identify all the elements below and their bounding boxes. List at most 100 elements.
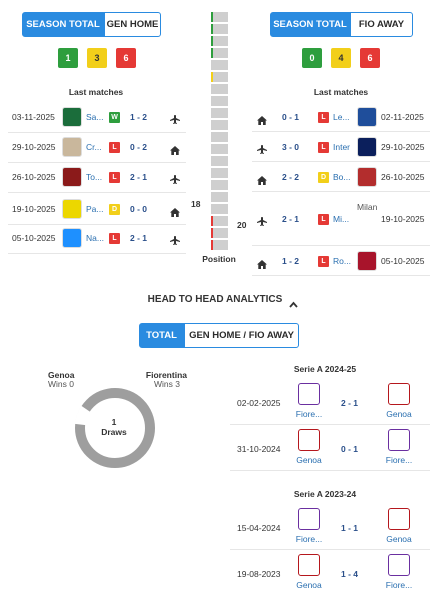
team-name: Cr... (86, 142, 102, 152)
row-separator (230, 470, 430, 471)
position-slot (211, 204, 228, 214)
away-icon (257, 145, 267, 154)
venue-icon (170, 172, 180, 190)
match-date: 02-02-2025 (237, 398, 281, 408)
venue-icon (170, 112, 180, 130)
score: 2 - 1 (341, 398, 359, 408)
position-slot (211, 144, 228, 154)
score: 2 - 2 (282, 172, 300, 182)
form-count: 6 (116, 48, 136, 68)
away-team: Genoa (386, 534, 412, 544)
row-separator (8, 132, 186, 133)
home-team: Genoa (296, 455, 322, 465)
section-title: Last matches (313, 87, 369, 97)
result: D (109, 204, 120, 215)
result: L (318, 256, 329, 267)
match-date: 19-08-2023 (237, 569, 281, 579)
match-date: 26-10-2025 (12, 172, 56, 182)
team-logo (357, 251, 377, 271)
home-team: Fiore... (295, 534, 323, 544)
venue-icon (257, 112, 267, 130)
match-date: 05-10-2025 (381, 256, 425, 266)
team-logo (62, 199, 82, 219)
draws-count: 1 (111, 417, 117, 427)
score: 2 - 1 (282, 214, 300, 224)
form-count: 6 (360, 48, 380, 68)
match-date: 03-11-2025 (12, 112, 55, 122)
form-count: 0 (302, 48, 322, 68)
team-name: Sa... (86, 112, 104, 122)
row-separator (252, 275, 430, 276)
home-icon (257, 176, 267, 185)
h2h-home-wins: Wins 0 (48, 379, 74, 389)
team-name: Bo... (333, 172, 351, 182)
result: L (318, 214, 329, 225)
team-logo (357, 137, 377, 157)
position-slot (211, 216, 228, 226)
team-name: Le... (333, 112, 350, 122)
result: L (318, 142, 329, 153)
tab[interactable]: TOTAL (139, 323, 184, 348)
result: L (109, 142, 120, 153)
venue-icon (170, 142, 180, 160)
tab[interactable]: FIO AWAY (350, 12, 413, 37)
away-icon (170, 175, 180, 184)
position-slot (211, 48, 228, 58)
collapse-icon[interactable] (289, 296, 298, 314)
team-name: Ro... (333, 256, 351, 266)
tab[interactable]: SEASON TOTAL (22, 12, 104, 37)
position-slot (211, 156, 228, 166)
team-logo (62, 137, 82, 157)
match-date: 02-11-2025 (381, 112, 424, 122)
row-separator (8, 162, 186, 163)
score: 1 - 1 (341, 523, 359, 533)
form-count: 3 (87, 48, 107, 68)
venue-icon (170, 233, 180, 251)
result: L (318, 112, 329, 123)
h2h-away-team: Fiorentina (145, 370, 187, 380)
row-separator (252, 131, 430, 132)
team-logo (357, 107, 377, 127)
team-logo (298, 508, 320, 530)
team-logo (62, 167, 82, 187)
away-position: 20 (237, 220, 247, 230)
venue-icon (257, 214, 267, 232)
venue-icon (257, 172, 267, 190)
row-separator (230, 549, 430, 550)
home-team: Fiore... (295, 409, 323, 419)
home-icon (257, 116, 267, 125)
team-logo (357, 167, 377, 187)
venue-icon (257, 142, 267, 160)
home-icon (170, 146, 180, 155)
draws-label: Draws (101, 427, 127, 437)
position-slot (211, 24, 228, 34)
h2h-title[interactable]: HEAD TO HEAD ANALYTICS (147, 294, 283, 305)
score: 1 - 2 (130, 112, 148, 122)
season-name: Serie A 2023-24 (293, 489, 357, 499)
match-date: 26-10-2025 (381, 172, 425, 182)
away-icon (257, 217, 267, 226)
result: D (318, 172, 329, 183)
score: 0 - 1 (341, 444, 359, 454)
tab[interactable]: GEN HOME / FIO AWAY (184, 323, 299, 348)
team-logo (298, 429, 320, 451)
team-logo (388, 508, 410, 530)
position-slot (211, 108, 228, 118)
tab[interactable]: GEN HOME (104, 12, 161, 37)
position-slot (211, 228, 228, 238)
result: W (109, 112, 120, 123)
position-slot (211, 240, 228, 250)
h2h-home-team: Genoa (48, 370, 75, 380)
score: 2 - 1 (130, 172, 148, 182)
team-name: To... (86, 172, 103, 182)
position-slot (211, 60, 228, 70)
away-team: Genoa (386, 409, 412, 419)
tab[interactable]: SEASON TOTAL (270, 12, 350, 37)
chevron[interactable] (289, 301, 298, 309)
team-name: Inter (333, 142, 351, 152)
position-label: Position (202, 254, 236, 264)
row-separator (252, 161, 430, 162)
position-slot (211, 36, 228, 46)
venue-icon (257, 256, 267, 274)
